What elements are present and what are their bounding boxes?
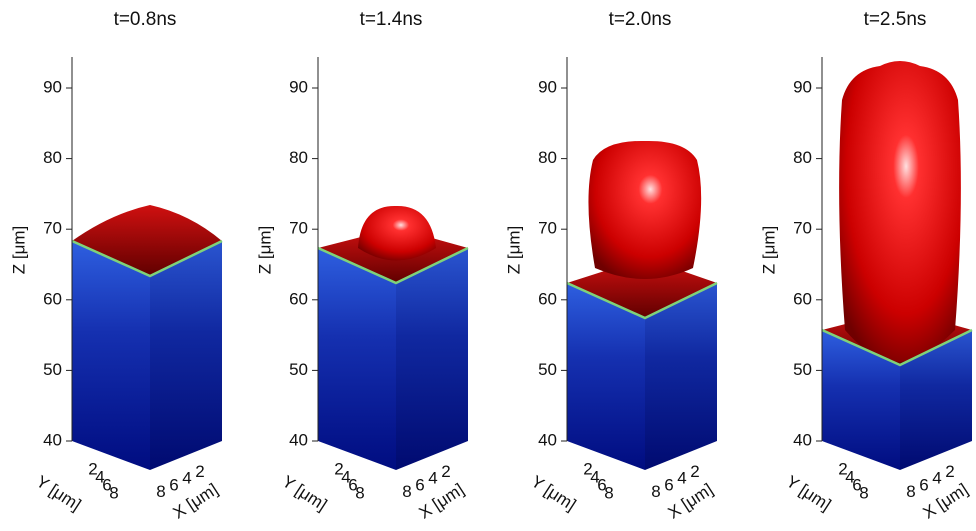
z-axis-label: Z [μm] [504, 226, 523, 275]
y-tick-label: 8 [859, 483, 868, 502]
y-tick-label: 8 [604, 483, 613, 502]
y-tick-label: 8 [355, 483, 364, 502]
x-tick-label: 6 [919, 475, 928, 494]
z-tick-label: 90 [43, 77, 62, 96]
z-tick-label: 40 [43, 430, 62, 449]
block-right-face [150, 241, 222, 470]
dome [358, 206, 436, 261]
x-tick-label: 8 [651, 482, 660, 501]
y-axis-label: Y [μm] [783, 472, 835, 515]
z-tick-label: 60 [538, 289, 557, 308]
block-left-face [72, 241, 150, 470]
z-tick-label: 80 [289, 148, 308, 167]
bubble [588, 141, 701, 279]
x-tick-label: 8 [156, 482, 165, 501]
block-left-face [318, 248, 396, 470]
x-tick-label: 2 [945, 462, 954, 481]
x-tick-label: 4 [182, 469, 191, 488]
z-tick-label: 40 [793, 430, 812, 449]
z-tick-label: 50 [289, 360, 308, 379]
x-tick-label: 2 [441, 462, 450, 481]
x-tick-label: 4 [932, 469, 941, 488]
panel-title: t=2.0ns [609, 9, 672, 30]
x-tick-label: 6 [415, 475, 424, 494]
x-tick-label: 2 [690, 462, 699, 481]
z-tick-label: 50 [538, 360, 557, 379]
z-tick-label: 90 [289, 77, 308, 96]
block-right-face [396, 248, 468, 470]
z-axis-label: Z [μm] [255, 226, 274, 275]
panel-title: t=1.4ns [360, 9, 423, 30]
z-tick-label: 50 [793, 360, 812, 379]
y-axis-label: Y [μm] [33, 472, 85, 515]
figure: t=0.8ns405060708090Z [μm]2468Y [μm]8642X… [0, 0, 976, 526]
y-axis-label: Y [μm] [528, 472, 580, 515]
jet [839, 61, 961, 362]
z-tick-label: 80 [43, 148, 62, 167]
x-tick-label: 6 [664, 475, 673, 494]
y-axis-label: Y [μm] [279, 472, 331, 515]
z-tick-label: 80 [538, 148, 557, 167]
z-tick-label: 70 [43, 219, 62, 238]
x-tick-label: 4 [677, 469, 686, 488]
z-tick-label: 40 [538, 430, 557, 449]
panel-title: t=2.5ns [864, 9, 927, 30]
x-tick-label: 6 [169, 475, 178, 494]
x-tick-label: 8 [906, 482, 915, 501]
z-tick-label: 70 [289, 219, 308, 238]
y-tick-label: 8 [109, 483, 118, 502]
x-tick-label: 8 [402, 482, 411, 501]
z-tick-label: 50 [43, 360, 62, 379]
z-tick-label: 80 [793, 148, 812, 167]
z-tick-label: 70 [793, 219, 812, 238]
z-tick-label: 90 [793, 77, 812, 96]
panel-title: t=0.8ns [114, 9, 177, 30]
z-tick-label: 40 [289, 430, 308, 449]
x-tick-label: 2 [195, 462, 204, 481]
z-tick-label: 70 [538, 219, 557, 238]
z-tick-label: 60 [43, 289, 62, 308]
z-tick-label: 60 [793, 289, 812, 308]
x-tick-label: 4 [428, 469, 437, 488]
z-axis-label: Z [μm] [759, 226, 778, 275]
z-tick-label: 60 [289, 289, 308, 308]
z-axis-label: Z [μm] [9, 226, 28, 275]
z-tick-label: 90 [538, 77, 557, 96]
